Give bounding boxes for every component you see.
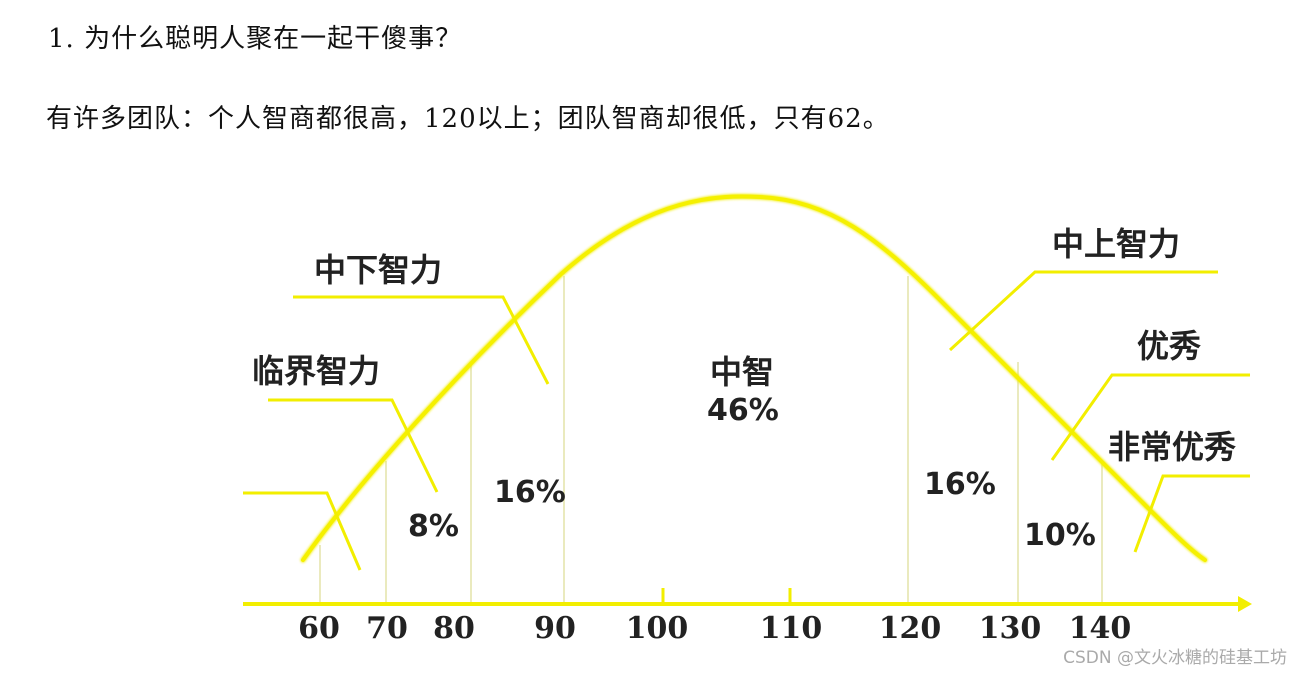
- tick-label: 80: [433, 611, 475, 646]
- label-very-superior: 非常优秀: [1108, 428, 1236, 466]
- label-borderline: 临界智力: [252, 352, 380, 390]
- intro-paragraph: 有许多团队：个人智商都很高，120以上；团队智商却很低，只有62。: [46, 104, 890, 134]
- x-axis-arrow: [1238, 596, 1252, 612]
- tick-label: 100: [626, 611, 689, 646]
- pct-upper-middle: 16%: [924, 467, 996, 502]
- leader-upper-middle: [948, 270, 1218, 352]
- tick-label: 140: [1069, 611, 1132, 646]
- pct-middle: 46%: [707, 393, 779, 428]
- axis-tick-labels: 60 70 80 90 100 110 120 130 140: [298, 611, 1131, 646]
- leader-below-60: [243, 491, 362, 571]
- tick-label: 60: [298, 611, 340, 646]
- tick-label: 120: [879, 611, 942, 646]
- question-heading: 1. 为什么聪明人聚在一起干傻事？: [48, 24, 463, 54]
- bell-curve-core: [301, 194, 1207, 562]
- label-lower-middle: 中下智力: [314, 251, 442, 289]
- watermark: CSDN @文火冰糖的硅基工坊: [1063, 648, 1287, 668]
- tick-label: 130: [979, 611, 1042, 646]
- leader-lower-middle: [293, 295, 550, 385]
- leader-borderline: [268, 398, 439, 493]
- divider-lines: [319, 276, 1103, 604]
- leader-lines: [243, 270, 1250, 571]
- label-upper-middle: 中上智力: [1052, 225, 1180, 263]
- tick-label: 90: [534, 611, 576, 646]
- tick-label: 70: [366, 611, 408, 646]
- label-superior: 优秀: [1137, 327, 1201, 365]
- leader-superior: [1050, 373, 1250, 461]
- pct-lower-middle: 16%: [494, 475, 566, 510]
- pct-borderline: 8%: [408, 509, 459, 544]
- label-middle: 中智: [710, 353, 774, 391]
- leader-very-superior: [1133, 474, 1250, 553]
- pct-superior: 10%: [1024, 518, 1096, 553]
- tick-label: 110: [760, 611, 823, 646]
